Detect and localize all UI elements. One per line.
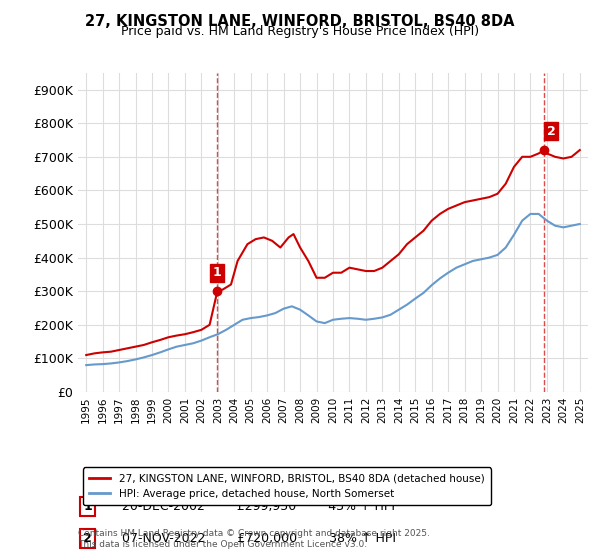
Text: 2: 2	[83, 532, 92, 545]
Text: 1: 1	[83, 500, 92, 513]
Text: 2: 2	[547, 125, 556, 138]
Text: Price paid vs. HM Land Registry's House Price Index (HPI): Price paid vs. HM Land Registry's House …	[121, 25, 479, 38]
Text: 1: 1	[212, 266, 221, 279]
Legend: 27, KINGSTON LANE, WINFORD, BRISTOL, BS40 8DA (detached house), HPI: Average pri: 27, KINGSTON LANE, WINFORD, BRISTOL, BS4…	[83, 468, 491, 505]
Text: 27, KINGSTON LANE, WINFORD, BRISTOL, BS40 8DA: 27, KINGSTON LANE, WINFORD, BRISTOL, BS4…	[85, 14, 515, 29]
Text: 07-NOV-2022        £720,000        38% ↑ HPI: 07-NOV-2022 £720,000 38% ↑ HPI	[114, 532, 396, 545]
Text: Contains HM Land Registry data © Crown copyright and database right 2025.
This d: Contains HM Land Registry data © Crown c…	[78, 529, 430, 549]
Text: 20-DEC-2002        £299,950        43% ↑ HPI: 20-DEC-2002 £299,950 43% ↑ HPI	[114, 500, 395, 513]
